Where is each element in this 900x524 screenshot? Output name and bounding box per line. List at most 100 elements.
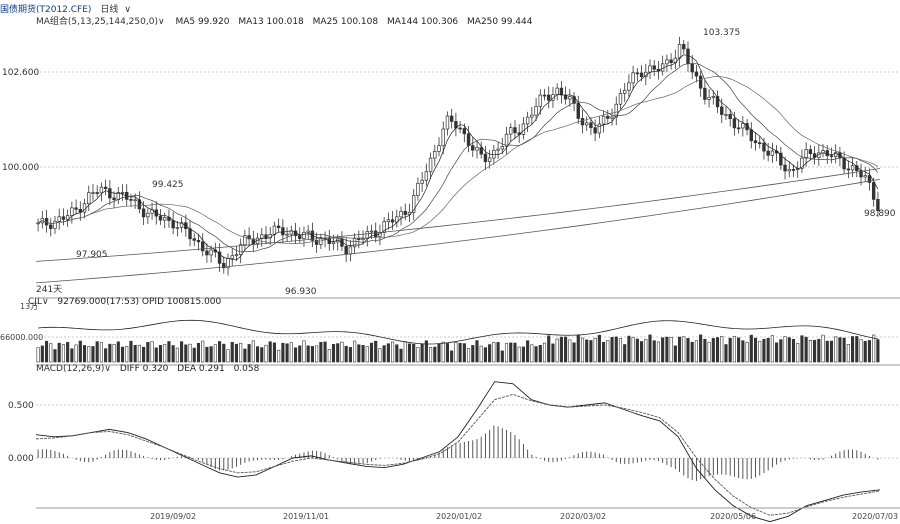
- volume-bars-group: [36, 334, 880, 363]
- candle-body: [707, 96, 711, 100]
- volume-bar: [87, 346, 91, 363]
- candle-body: [428, 157, 433, 173]
- volume-bar: [648, 334, 652, 363]
- candle-body: [302, 232, 306, 239]
- candle-body: [103, 186, 108, 189]
- volume-bar: [504, 343, 509, 363]
- volume-bar: [593, 337, 597, 363]
- annotation-low-1: 97.905: [76, 250, 108, 260]
- volume-bar: [175, 347, 179, 363]
- ma-line: [37, 63, 879, 253]
- volume-dropdown[interactable]: CJL∨: [28, 297, 49, 307]
- volume-bar: [829, 340, 834, 363]
- volume-bar: [500, 350, 504, 363]
- ma5-value: MA5 99.920: [175, 17, 230, 27]
- candle-body: [563, 94, 568, 100]
- volume-bar: [445, 343, 450, 363]
- candle-body: [222, 263, 226, 269]
- candle-body: [361, 238, 365, 241]
- x-axis-label: 2019/09/02: [150, 512, 196, 521]
- volume-bar: [374, 340, 378, 363]
- candle-body: [209, 249, 213, 256]
- volume-bar: [310, 346, 314, 363]
- volume-bar: [437, 343, 441, 363]
- period-dropdown[interactable]: 日线 ∨: [100, 5, 137, 15]
- ma144-line: [35, 168, 881, 262]
- candle-body: [504, 133, 509, 147]
- volume-bar: [770, 335, 774, 363]
- candle-body: [65, 215, 70, 220]
- candle-body: [466, 133, 471, 146]
- candle-body: [876, 199, 880, 212]
- volume-bar: [635, 338, 639, 363]
- volume-bar: [302, 340, 306, 363]
- candle-body: [200, 241, 205, 252]
- candle-body: [433, 151, 437, 159]
- volume-bar: [331, 344, 336, 363]
- volume-bar: [154, 347, 158, 363]
- volume-bar: [44, 340, 49, 363]
- volume-bar: [745, 341, 749, 363]
- volume-bar: [365, 346, 369, 363]
- candle-body: [171, 220, 175, 229]
- candle-body: [36, 222, 40, 225]
- candle-body: [585, 122, 589, 126]
- volume-bar: [298, 345, 302, 363]
- volume-bar: [196, 342, 201, 363]
- macd-dropdown[interactable]: MACD(12,26,9)∨: [36, 364, 111, 374]
- ma-group-dropdown[interactable]: MA组合(5,13,25,144,250,0)∨: [36, 17, 165, 27]
- candle-body: [386, 219, 391, 223]
- candle-body: [770, 150, 775, 156]
- candle-body: [319, 238, 323, 245]
- candle-body: [230, 255, 234, 259]
- volume-bar: [855, 336, 859, 363]
- volume-bar: [787, 337, 791, 363]
- candle-body: [458, 127, 462, 130]
- macd-dea-line: [35, 393, 881, 516]
- candle-body: [568, 96, 572, 100]
- candle-body: [306, 230, 310, 233]
- instrument-title[interactable]: 国债期货(T2012.CFE): [0, 5, 92, 15]
- candle-body: [648, 65, 652, 73]
- candle-body: [690, 63, 694, 73]
- candle-body: [192, 238, 196, 241]
- candle-body: [61, 216, 66, 220]
- x-axis-label: 2020/05/06: [710, 512, 756, 521]
- volume-bar: [483, 347, 487, 363]
- candle-body: [665, 59, 669, 65]
- volume-bar: [285, 343, 289, 363]
- annotation-high-1: 99.425: [152, 180, 184, 190]
- candle-body: [167, 217, 171, 221]
- candle-body: [728, 113, 732, 120]
- volume-values: 92769.000(17:53) OPID 100815.000: [57, 297, 222, 307]
- volume-bar: [424, 340, 428, 363]
- candle-body: [724, 113, 728, 116]
- candle-body: [762, 142, 766, 152]
- volume-bar: [766, 337, 770, 363]
- candle-body: [530, 114, 534, 118]
- candle-body: [141, 208, 146, 218]
- volume-bar: [120, 346, 125, 363]
- volume-bar: [606, 340, 610, 363]
- price-axis-label: 102.600: [2, 68, 39, 78]
- volume-bar: [184, 344, 188, 363]
- volume-bar: [779, 339, 783, 363]
- candle-body: [753, 140, 758, 144]
- candle-body: [471, 145, 475, 151]
- candle-body: [487, 157, 492, 163]
- ma13-value: MA13 100.018: [238, 17, 304, 27]
- volume-bar: [652, 340, 656, 363]
- ma-header: MA组合(5,13,25,144,250,0)∨ MA5 99.920 MA13…: [36, 14, 532, 27]
- volume-bar: [602, 341, 606, 363]
- candle-body: [441, 128, 445, 147]
- candle-body: [576, 103, 580, 119]
- volume-bar: [656, 341, 661, 363]
- ma144-value: MA144 100.306: [386, 17, 459, 27]
- volume-bar: [517, 346, 521, 363]
- candle-body: [618, 92, 623, 105]
- candle-body: [555, 87, 559, 96]
- candle-body: [783, 164, 787, 172]
- volume-bar: [585, 339, 589, 363]
- candle-body: [800, 157, 804, 169]
